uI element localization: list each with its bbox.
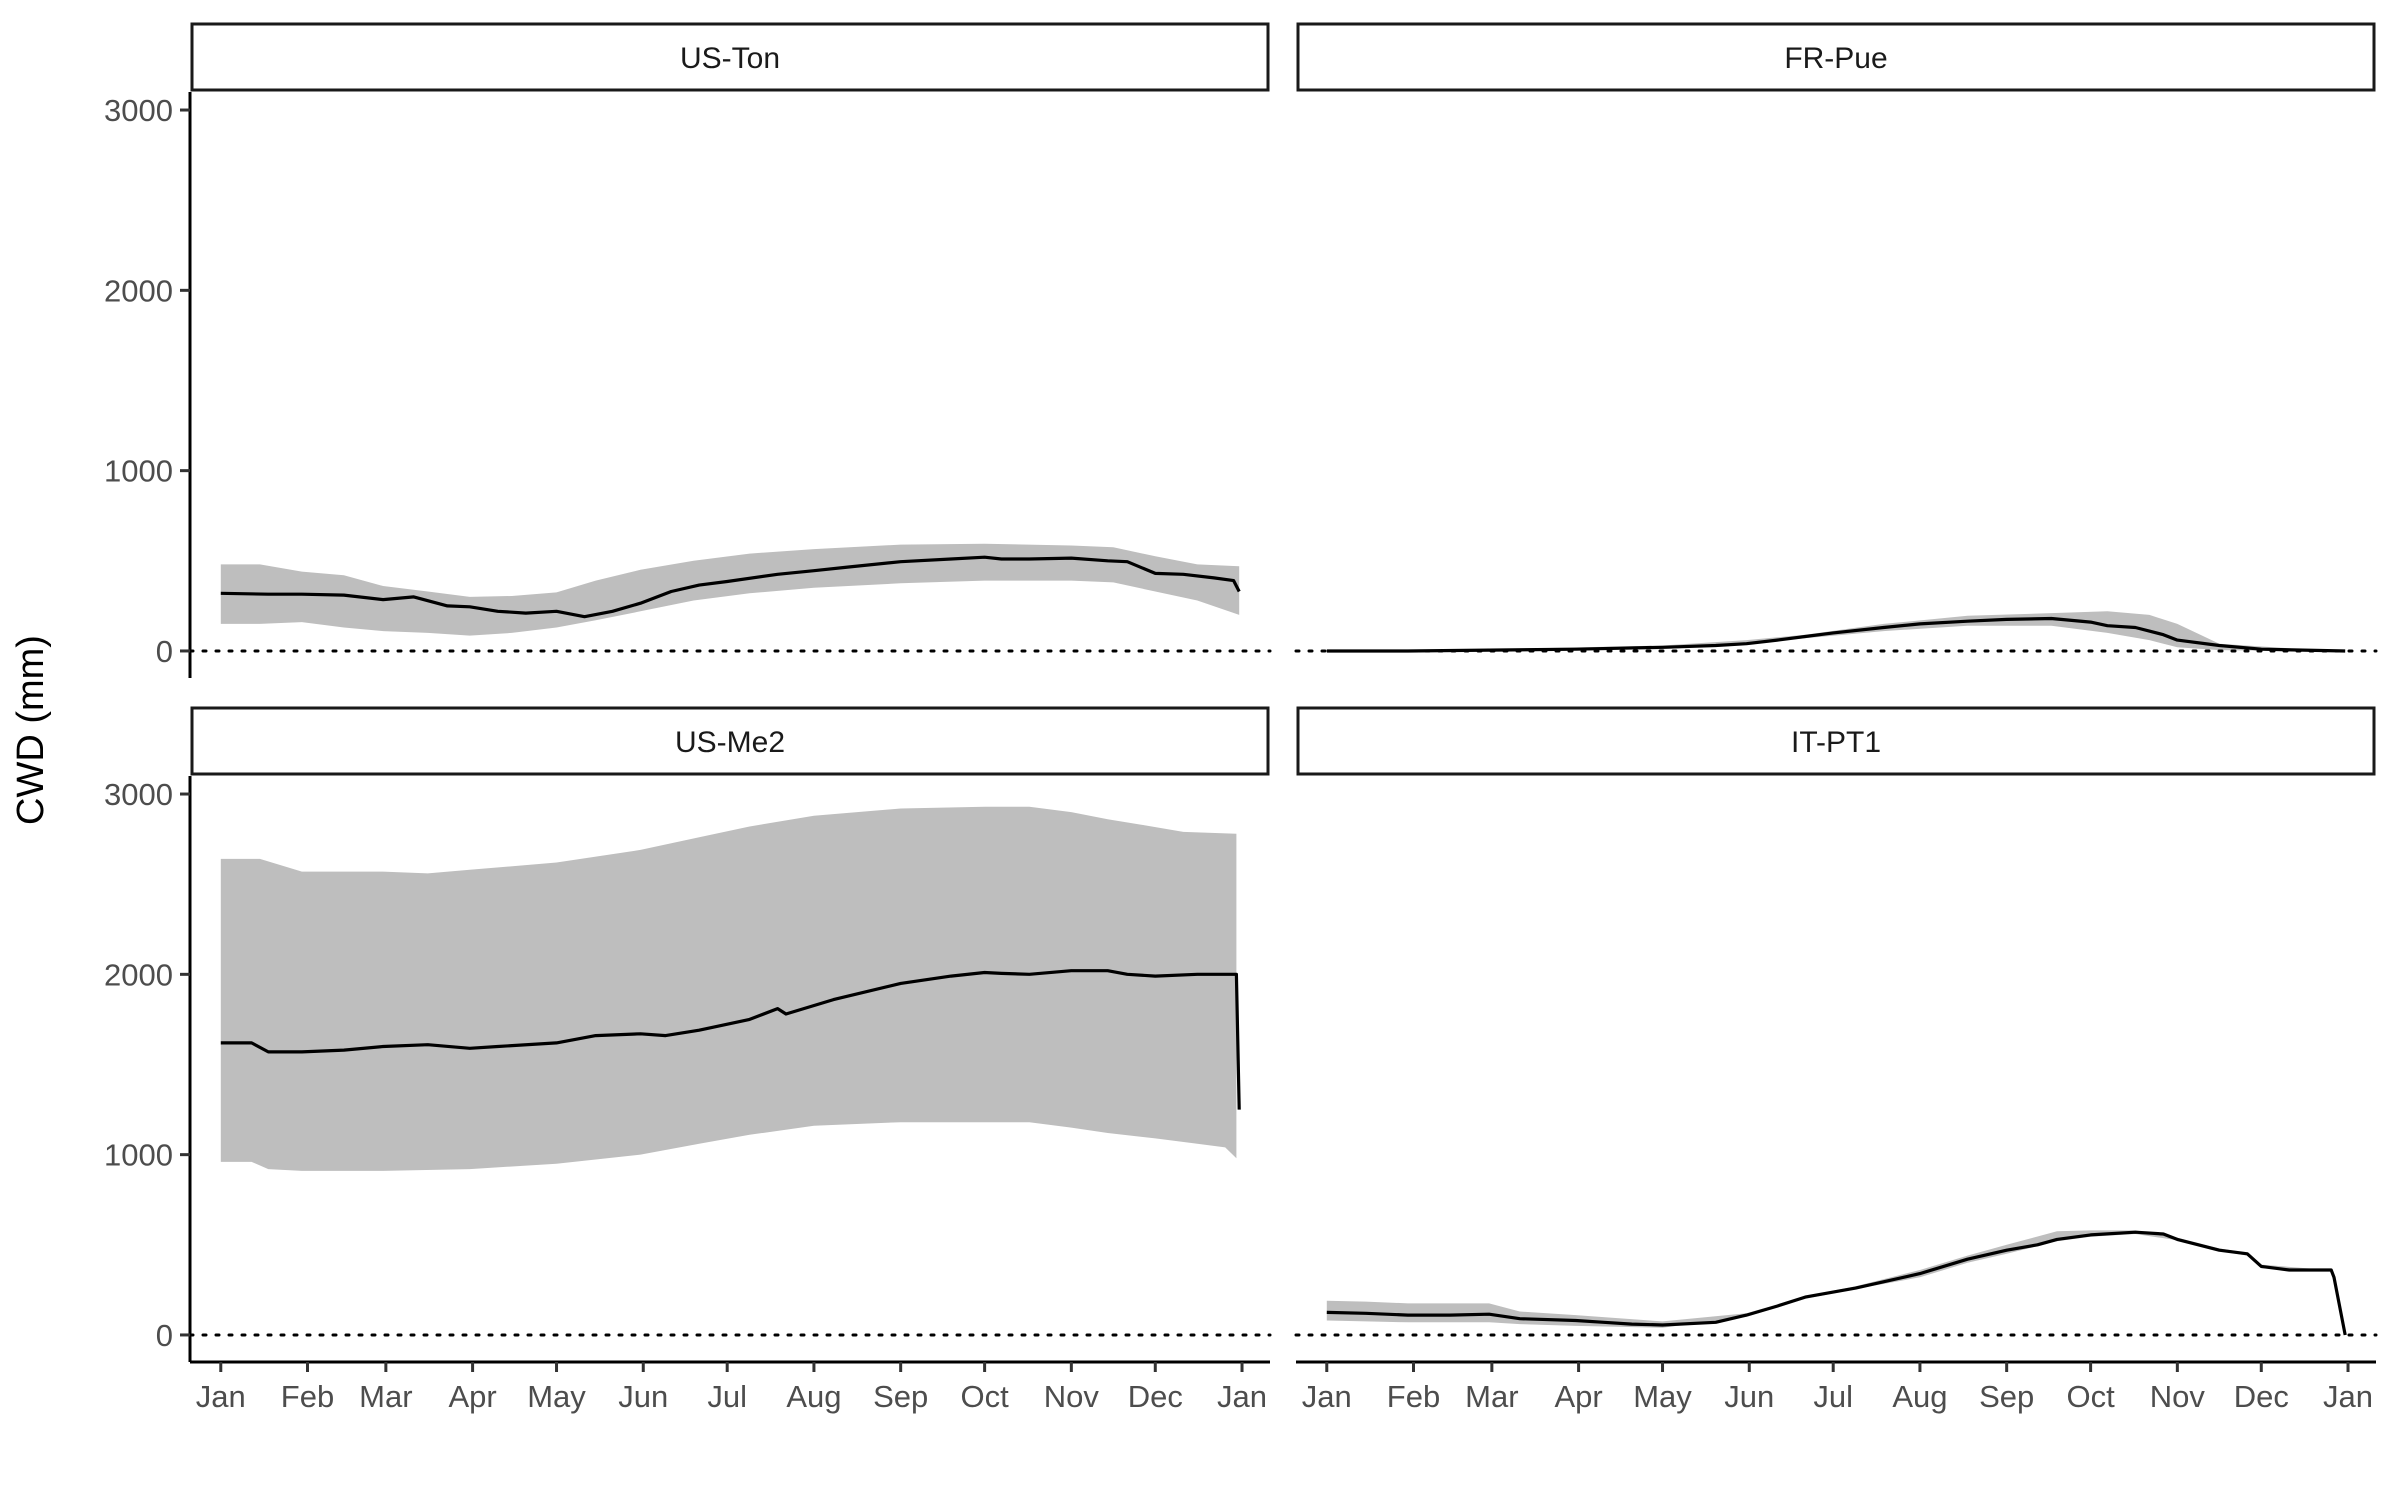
x-tick-label: Oct bbox=[960, 1379, 1009, 1414]
y-tick-label: 2000 bbox=[104, 273, 173, 308]
median-line bbox=[1326, 1230, 2347, 1336]
median-line bbox=[220, 969, 1241, 1110]
y-tick-label: 3000 bbox=[104, 777, 173, 812]
x-tick-label: Jun bbox=[1724, 1379, 1774, 1414]
x-tick-label: Apr bbox=[448, 1379, 496, 1414]
y-tick-label: 3000 bbox=[104, 93, 173, 128]
x-tick-label: Jan bbox=[1217, 1379, 1267, 1414]
x-tick-label: Feb bbox=[281, 1379, 334, 1414]
x-tick-label: Jul bbox=[707, 1379, 747, 1414]
panel-strip bbox=[190, 706, 1270, 776]
panel-fr-pue: FR-Pue bbox=[1294, 22, 2378, 653]
x-tick-label: Feb bbox=[1387, 1379, 1440, 1414]
x-tick-label: May bbox=[1633, 1379, 1692, 1414]
x-tick-label: Sep bbox=[873, 1379, 928, 1414]
x-tick-label: Jun bbox=[618, 1379, 668, 1414]
panel-strip-label: IT-PT1 bbox=[1791, 726, 1881, 759]
x-tick-label: Jan bbox=[1302, 1379, 1352, 1414]
x-tick-label: Dec bbox=[2234, 1379, 2289, 1414]
y-tick-label: 1000 bbox=[104, 454, 173, 489]
x-tick-label: Mar bbox=[359, 1379, 412, 1414]
panel-strip-label: FR-Pue bbox=[1784, 42, 1887, 75]
uncertainty-band bbox=[1326, 1230, 2332, 1328]
x-tick-label: Nov bbox=[2150, 1379, 2206, 1414]
x-tick-label: Aug bbox=[1892, 1379, 1947, 1414]
panel-us-me2: US-Me2 0 1000 2000 3000 Jan Feb Mar Apr May Jun Jul… bbox=[104, 706, 1272, 1414]
panel-it-pt1: IT-PT1 Jan Feb Mar Apr May Jun Jul Aug Sep Oct Nov D… bbox=[1294, 706, 2378, 1414]
y-tick-label: 1000 bbox=[104, 1138, 173, 1173]
x-tick-label: Apr bbox=[1554, 1379, 1602, 1414]
x-tick-label: May bbox=[527, 1379, 586, 1414]
y-tick-label: 0 bbox=[156, 1318, 173, 1353]
panel-strip-label: US-Me2 bbox=[675, 726, 785, 759]
x-tick-label: Jan bbox=[196, 1379, 246, 1414]
uncertainty-band bbox=[220, 806, 1237, 1171]
panel-strip bbox=[1296, 706, 2376, 776]
median-line bbox=[1326, 616, 2346, 653]
x-tick-label: Aug bbox=[786, 1379, 841, 1414]
y-tick-label: 0 bbox=[156, 634, 173, 669]
panel-us-ton: US-Ton 0 1000 2000 3000 bbox=[104, 22, 1272, 678]
uncertainty-band bbox=[220, 543, 1240, 636]
x-tick-label: Dec bbox=[1128, 1379, 1183, 1414]
panel-strip-label: US-Ton bbox=[680, 42, 780, 75]
panel-strip bbox=[1296, 22, 2376, 92]
x-tick-label: Jan bbox=[2323, 1379, 2373, 1414]
y-axis-title: CWD (mm) bbox=[10, 635, 52, 825]
x-tick-label: Nov bbox=[1044, 1379, 1100, 1414]
x-tick-label: Jul bbox=[1813, 1379, 1853, 1414]
x-tick-label: Mar bbox=[1465, 1379, 1518, 1414]
x-tick-label: Oct bbox=[2066, 1379, 2115, 1414]
median-line bbox=[220, 555, 1241, 619]
panel-strip bbox=[190, 22, 1270, 92]
x-tick-label: Sep bbox=[1979, 1379, 2034, 1414]
y-tick-label: 2000 bbox=[104, 957, 173, 992]
